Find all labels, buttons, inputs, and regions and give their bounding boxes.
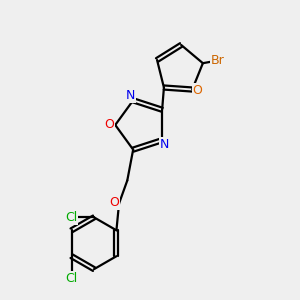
Text: N: N <box>160 138 169 151</box>
Text: O: O <box>109 196 119 209</box>
Text: Br: Br <box>211 54 224 67</box>
Text: Cl: Cl <box>65 211 77 224</box>
Text: O: O <box>104 118 114 131</box>
Text: O: O <box>193 85 202 98</box>
Text: Cl: Cl <box>65 272 78 285</box>
Text: N: N <box>126 89 136 102</box>
